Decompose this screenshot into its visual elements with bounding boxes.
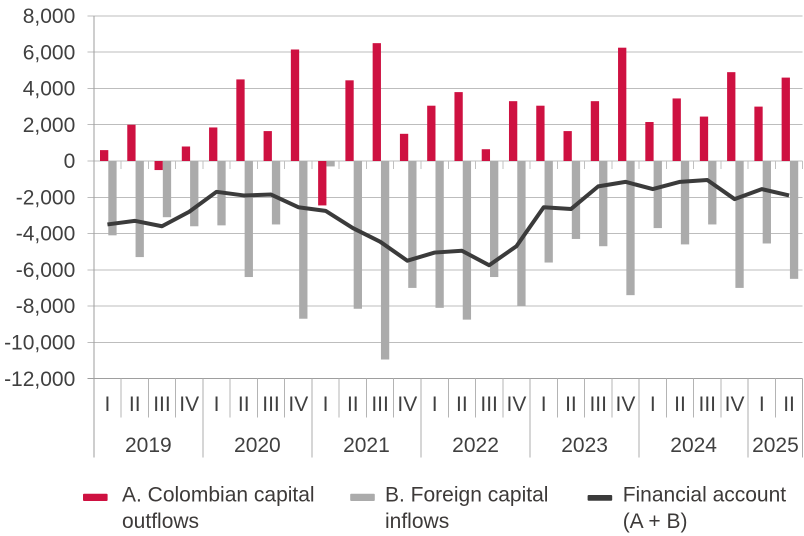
- svg-text:III: III: [480, 393, 498, 416]
- svg-text:II: II: [129, 393, 141, 416]
- svg-text:I: I: [541, 393, 547, 416]
- svg-text:2023: 2023: [561, 434, 608, 457]
- svg-text:IV: IV: [616, 393, 636, 416]
- svg-text:I: I: [759, 393, 765, 416]
- svg-text:2021: 2021: [343, 434, 390, 457]
- svg-text:I: I: [323, 393, 329, 416]
- svg-text:III: III: [371, 393, 389, 416]
- svg-text:III: III: [589, 393, 607, 416]
- svg-text:2022: 2022: [452, 434, 499, 457]
- svg-text:-4,000: -4,000: [16, 223, 76, 246]
- svg-text:IV: IV: [397, 393, 417, 416]
- svg-text:II: II: [347, 393, 359, 416]
- svg-text:II: II: [238, 393, 250, 416]
- svg-text:(A + B): (A + B): [623, 510, 688, 533]
- svg-text:IV: IV: [288, 393, 308, 416]
- svg-text:I: I: [650, 393, 656, 416]
- svg-text:I: I: [214, 393, 220, 416]
- svg-text:8,000: 8,000: [23, 5, 76, 28]
- svg-text:-6,000: -6,000: [16, 259, 76, 282]
- svg-text:II: II: [783, 393, 795, 416]
- svg-text:0: 0: [64, 150, 76, 173]
- svg-text:I: I: [432, 393, 438, 416]
- svg-text:2025: 2025: [752, 434, 799, 457]
- svg-text:IV: IV: [179, 393, 199, 416]
- svg-text:2,000: 2,000: [23, 114, 76, 137]
- svg-text:IV: IV: [725, 393, 745, 416]
- svg-text:II: II: [674, 393, 686, 416]
- svg-text:6,000: 6,000: [23, 41, 76, 64]
- svg-text:III: III: [153, 393, 171, 416]
- svg-text:II: II: [456, 393, 468, 416]
- svg-text:-10,000: -10,000: [4, 332, 75, 355]
- svg-text:4,000: 4,000: [23, 78, 76, 101]
- svg-text:inflows: inflows: [385, 510, 449, 533]
- svg-text:2024: 2024: [670, 434, 717, 457]
- svg-text:-2,000: -2,000: [16, 186, 76, 209]
- svg-text:II: II: [565, 393, 577, 416]
- svg-text:-8,000: -8,000: [16, 295, 76, 318]
- svg-text:III: III: [262, 393, 280, 416]
- svg-text:III: III: [699, 393, 717, 416]
- svg-text:B. Foreign capital: B. Foreign capital: [385, 484, 548, 507]
- svg-text:I: I: [105, 393, 111, 416]
- svg-text:IV: IV: [506, 393, 526, 416]
- svg-text:outflows: outflows: [122, 510, 199, 533]
- svg-text:-12,000: -12,000: [4, 368, 75, 391]
- svg-text:A. Colombian capital: A. Colombian capital: [122, 484, 315, 507]
- svg-text:2020: 2020: [234, 434, 281, 457]
- svg-text:Financial account: Financial account: [623, 484, 787, 507]
- svg-text:2019: 2019: [125, 434, 172, 457]
